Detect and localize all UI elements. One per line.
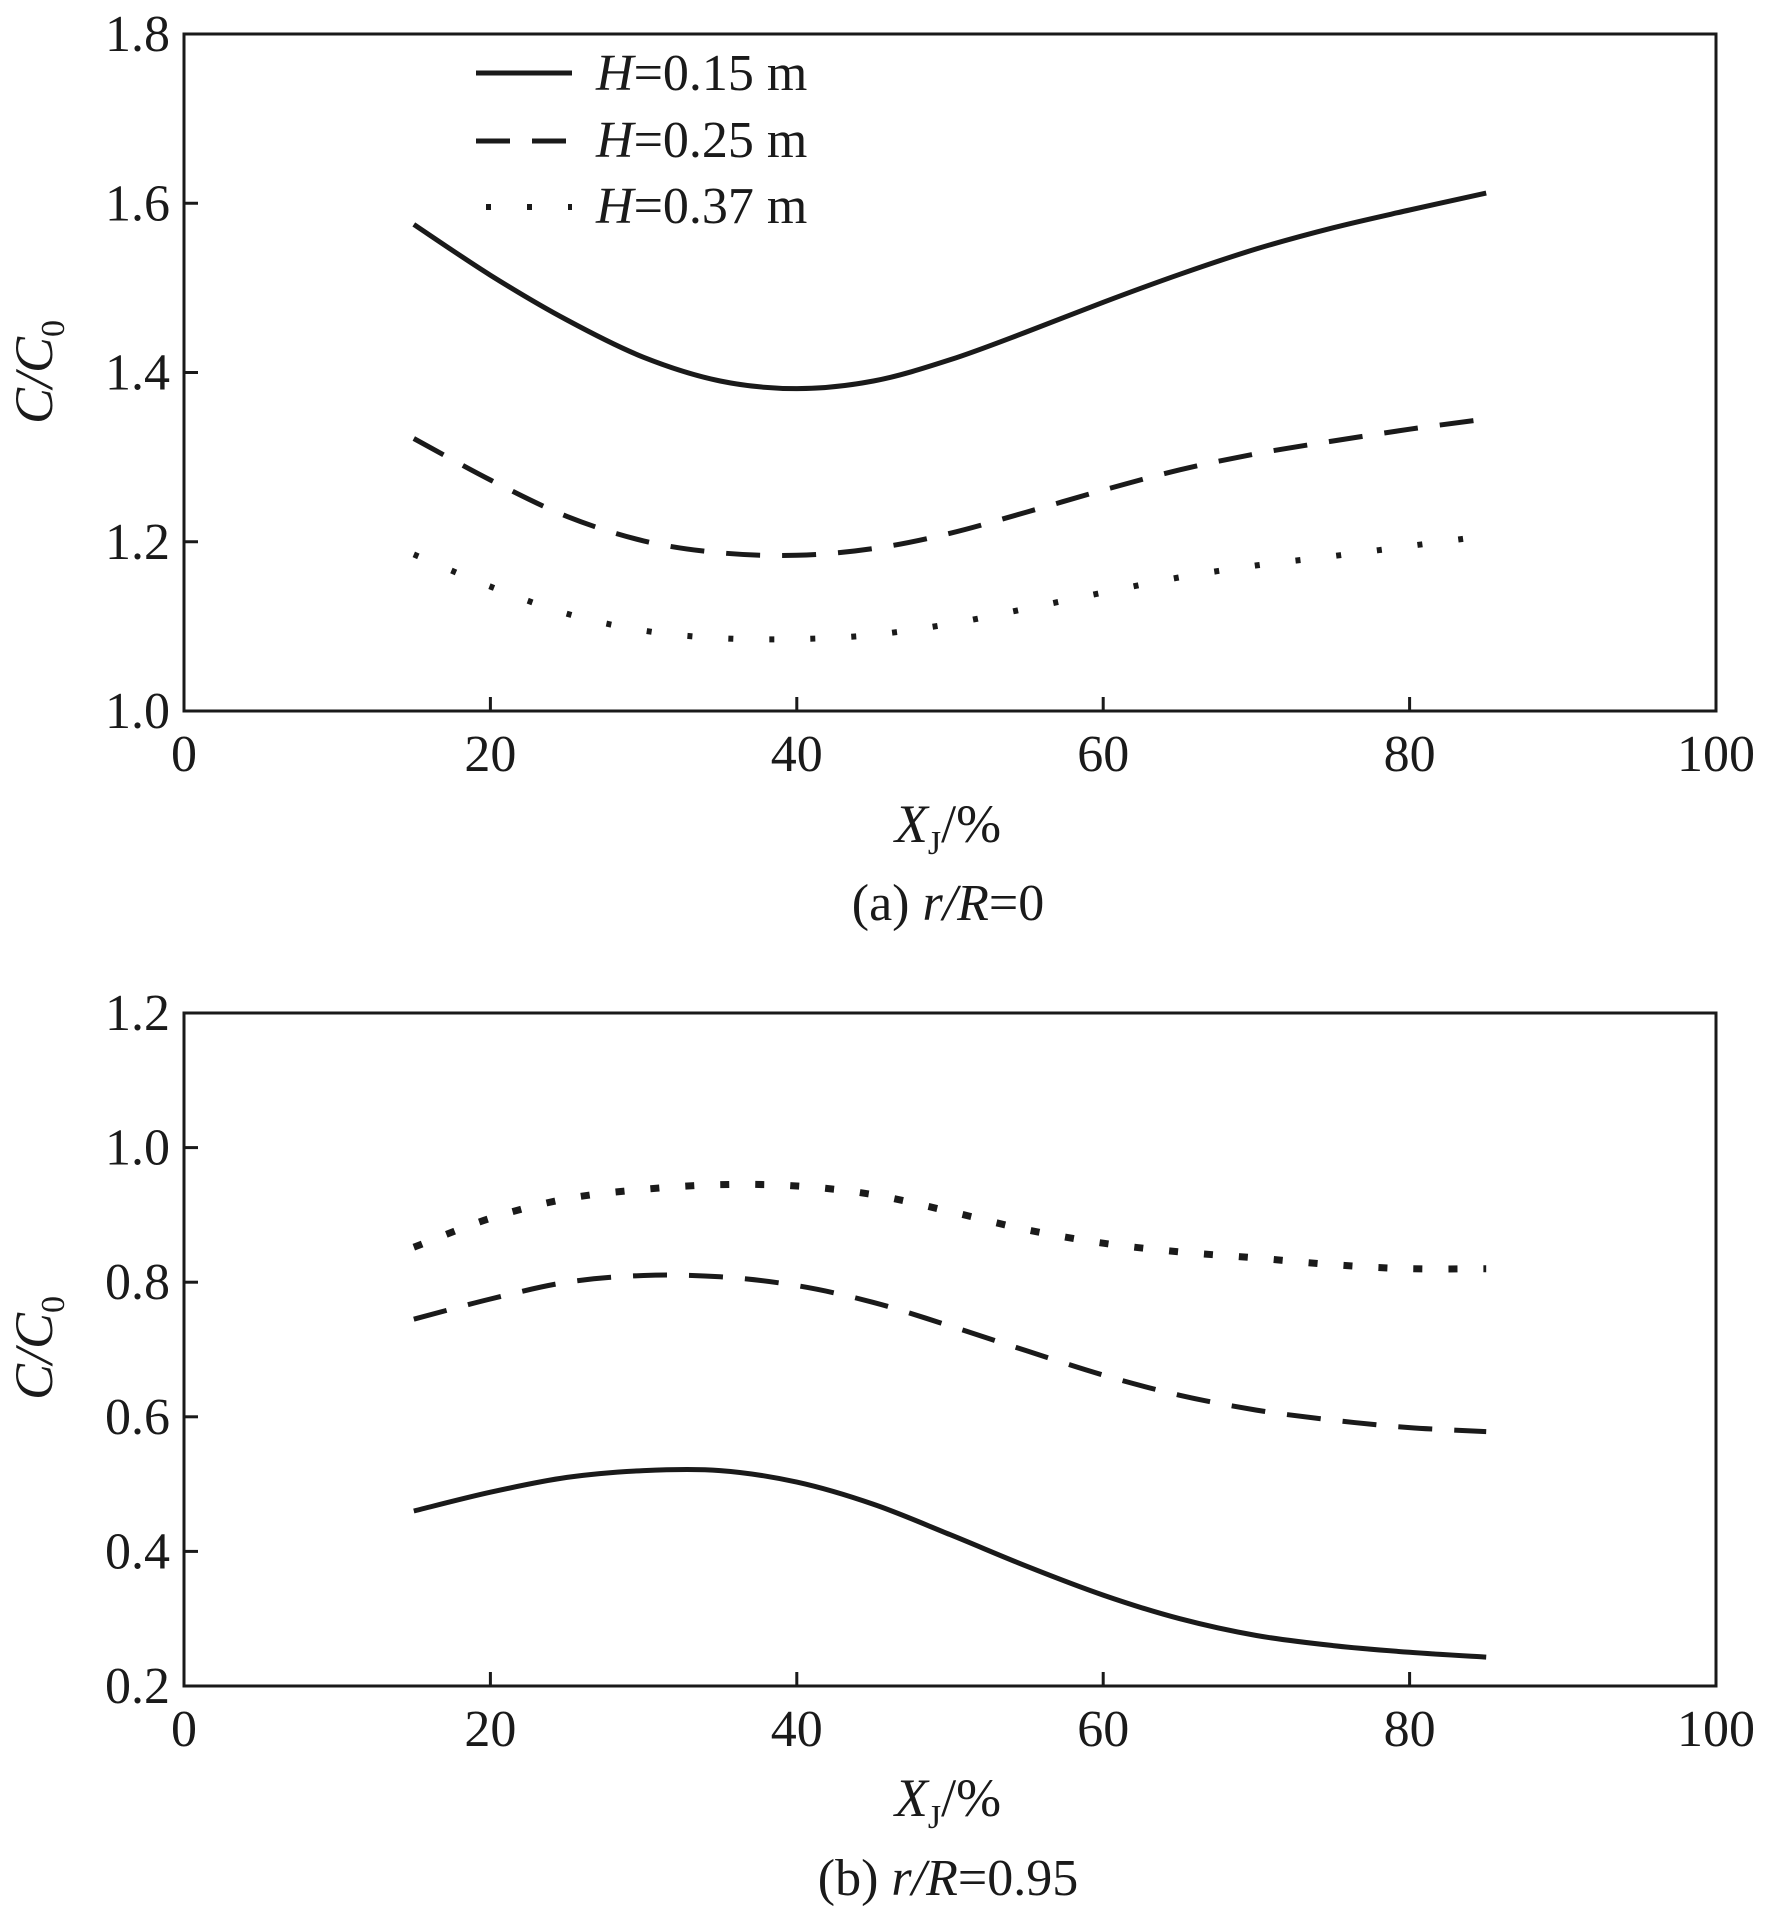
legend-label-h015: H=0.15 m — [595, 45, 807, 102]
legend: H=0.15 m H=0.25 m H=0.37 m — [476, 45, 807, 235]
series-line-b-solid — [413, 1466, 1487, 1660]
plot-frame-b — [182, 1011, 1718, 1688]
x-axis-label-a: XJ/% — [893, 794, 1001, 862]
chart-panel-a: 0 20 40 60 80 100 1.0 1.2 1.4 1.6 1.8 C/C0 XJ/% (a… — [4, 6, 1755, 932]
legend-label-h025: H=0.25 m — [595, 112, 807, 169]
y-tick-label-b-1: 1.0 — [105, 1120, 170, 1177]
y-tick-label-a-1.8: 1.8 — [105, 6, 170, 63]
x-tick-label-b-60: 60 — [1077, 1701, 1129, 1758]
caption-b: (b) r/R=0.95 — [818, 1850, 1078, 1907]
legend-label-h037: H=0.37 m — [595, 178, 807, 235]
x-tick-label-b-100: 100 — [1677, 1701, 1755, 1758]
y-tick-label-b-0.8: 0.8 — [105, 1254, 170, 1311]
series-layer-b — [412, 1180, 1487, 1660]
series-line-b-dotted — [412, 1180, 1487, 1273]
y-tick-label-a-1.6: 1.6 — [105, 175, 170, 232]
x-tick-label-a-100: 100 — [1677, 726, 1755, 783]
x-tick-label-a-40: 40 — [771, 726, 823, 783]
caption-a: (a) r/R=0 — [852, 875, 1045, 932]
y-tick-label-a-1: 1.0 — [105, 683, 170, 740]
x-tick-label-b-40: 40 — [771, 1701, 823, 1758]
series-line-a-dashed — [412, 416, 1487, 559]
y-tick-label-b-0.2: 0.2 — [105, 1658, 170, 1715]
ticks-a: 0 20 40 60 80 100 1.0 1.2 1.4 1.6 1.8 — [105, 6, 1755, 783]
x-tick-label-a-80: 80 — [1384, 726, 1436, 783]
y-tick-label-b-0.6: 0.6 — [105, 1389, 170, 1446]
y-axis-label-b: C/C0 — [4, 1296, 72, 1400]
series-layer-a — [412, 190, 1487, 643]
ticks-b: 0 20 40 60 80 100 0.2 0.4 0.6 0.8 1.0 1.2 — [105, 985, 1755, 1758]
series-line-a-dotted — [412, 532, 1487, 643]
y-tick-label-a-1.2: 1.2 — [105, 514, 170, 571]
x-tick-label-b-20: 20 — [464, 1701, 516, 1758]
series-line-b-dashed — [413, 1272, 1487, 1435]
plot-frame-a — [182, 32, 1718, 713]
y-tick-label-b-0.4: 0.4 — [105, 1523, 170, 1580]
x-tick-label-a-20: 20 — [464, 726, 516, 783]
x-tick-label-b-80: 80 — [1384, 1701, 1436, 1758]
series-line-a-solid — [412, 190, 1487, 392]
x-axis-label-b: XJ/% — [893, 1768, 1001, 1836]
y-tick-label-b-1.2: 1.2 — [105, 985, 170, 1042]
y-axis-label-a: C/C0 — [4, 320, 72, 424]
chart-panel-b: 0 20 40 60 80 100 0.2 0.4 0.6 0.8 1.0 1.2 C/C0 XJ/%… — [4, 985, 1755, 1907]
x-tick-label-a-60: 60 — [1077, 726, 1129, 783]
x-tick-label-b-0: 0 — [171, 1701, 197, 1758]
y-tick-label-a-1.4: 1.4 — [105, 345, 170, 402]
x-tick-label-a-0: 0 — [171, 726, 197, 783]
